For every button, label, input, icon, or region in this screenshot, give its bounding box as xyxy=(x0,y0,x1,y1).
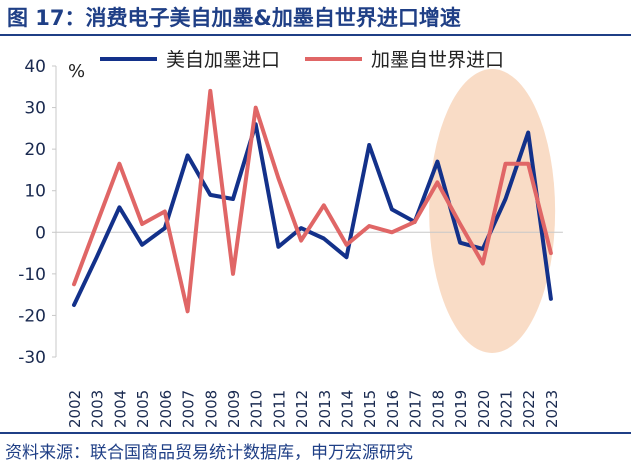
legend-label-1: 美自加墨进口 xyxy=(166,49,280,71)
data-point xyxy=(549,297,553,300)
data-point xyxy=(481,262,484,265)
data-point xyxy=(209,193,212,197)
y-tick-label: -10 xyxy=(18,265,46,285)
data-point xyxy=(163,210,167,213)
data-point xyxy=(140,243,144,246)
data-point xyxy=(72,303,76,307)
data-point xyxy=(95,222,98,226)
data-point xyxy=(322,237,326,240)
y-tick-label: 10 xyxy=(24,182,46,202)
data-point xyxy=(277,177,280,180)
data-point xyxy=(481,247,484,251)
y-tick-label: -20 xyxy=(18,306,46,326)
data-point xyxy=(436,181,439,184)
highlight-ellipse xyxy=(429,69,556,353)
data-point xyxy=(186,310,189,313)
data-point xyxy=(458,241,462,244)
x-tick-label: 2017 xyxy=(407,390,425,428)
series-layer xyxy=(72,88,553,314)
data-point xyxy=(140,222,144,226)
x-tick-label: 2021 xyxy=(497,390,515,428)
x-tick-label: 2007 xyxy=(180,390,198,428)
data-point xyxy=(299,226,303,230)
data-point xyxy=(118,162,121,165)
source-rule xyxy=(0,432,631,434)
data-point xyxy=(118,206,121,209)
data-point xyxy=(413,220,416,224)
data-point xyxy=(368,224,371,228)
x-tick-label: 2005 xyxy=(134,390,152,428)
x-tick-label: 2002 xyxy=(66,390,84,428)
x-tick-label: 2012 xyxy=(293,390,311,428)
data-point xyxy=(209,89,212,93)
data-point xyxy=(277,245,280,249)
x-tick-label: 2014 xyxy=(339,390,357,428)
data-point xyxy=(322,204,326,207)
title-rule xyxy=(0,34,631,36)
x-tick-label: 2008 xyxy=(202,390,220,428)
x-tick-label: 2004 xyxy=(111,390,129,428)
data-point xyxy=(186,154,189,157)
x-tick-label: 2013 xyxy=(316,390,334,428)
data-point xyxy=(95,256,98,259)
data-point xyxy=(254,106,257,109)
data-point xyxy=(163,226,167,230)
unit-label: % xyxy=(68,61,85,82)
x-tick-label: 2010 xyxy=(248,390,266,428)
data-point xyxy=(72,283,76,286)
x-tick-label: 2016 xyxy=(384,390,402,428)
legend-label-2: 加墨自世界进口 xyxy=(371,49,504,71)
x-tick-label: 2011 xyxy=(270,390,288,428)
x-tick-label: 2018 xyxy=(429,390,447,428)
source-note: 资料来源：联合国商品贸易统计数据库，申万宏源研究 xyxy=(5,443,413,463)
data-point xyxy=(436,160,439,163)
data-point xyxy=(368,143,371,147)
data-point xyxy=(527,162,530,165)
data-point xyxy=(458,222,462,226)
data-point xyxy=(527,131,530,134)
data-point xyxy=(549,251,553,255)
x-tick-label: 2019 xyxy=(452,390,470,428)
data-point xyxy=(504,162,507,165)
data-point xyxy=(299,239,303,242)
data-point xyxy=(390,231,394,234)
y-tick-label: 0 xyxy=(35,223,46,243)
figure-title: 图 17：消费电子美自加墨&加墨自世界进口增速 xyxy=(7,6,461,30)
data-point xyxy=(345,256,348,259)
x-tick-label: 2023 xyxy=(543,390,561,428)
data-point xyxy=(390,208,394,211)
x-tick-label: 2009 xyxy=(225,390,243,428)
data-point xyxy=(345,243,348,246)
x-tick-label: 2015 xyxy=(361,390,379,428)
y-tick-label: 40 xyxy=(24,57,46,77)
data-point xyxy=(231,272,235,276)
x-tick-label: 2022 xyxy=(520,390,538,428)
data-point xyxy=(504,197,507,201)
legend-layer: 美自加墨进口 加墨自世界进口 xyxy=(100,49,504,71)
x-tick-label: 2003 xyxy=(89,390,107,428)
y-tick-label: -30 xyxy=(18,348,46,368)
highlight-layer xyxy=(429,69,556,353)
y-tick-label: 30 xyxy=(24,99,46,119)
x-tick-label: 2020 xyxy=(475,390,493,428)
data-point xyxy=(231,197,235,201)
y-tick-label: 20 xyxy=(24,140,46,160)
x-tick-label: 2006 xyxy=(157,390,175,428)
series-line-2 xyxy=(72,88,553,314)
